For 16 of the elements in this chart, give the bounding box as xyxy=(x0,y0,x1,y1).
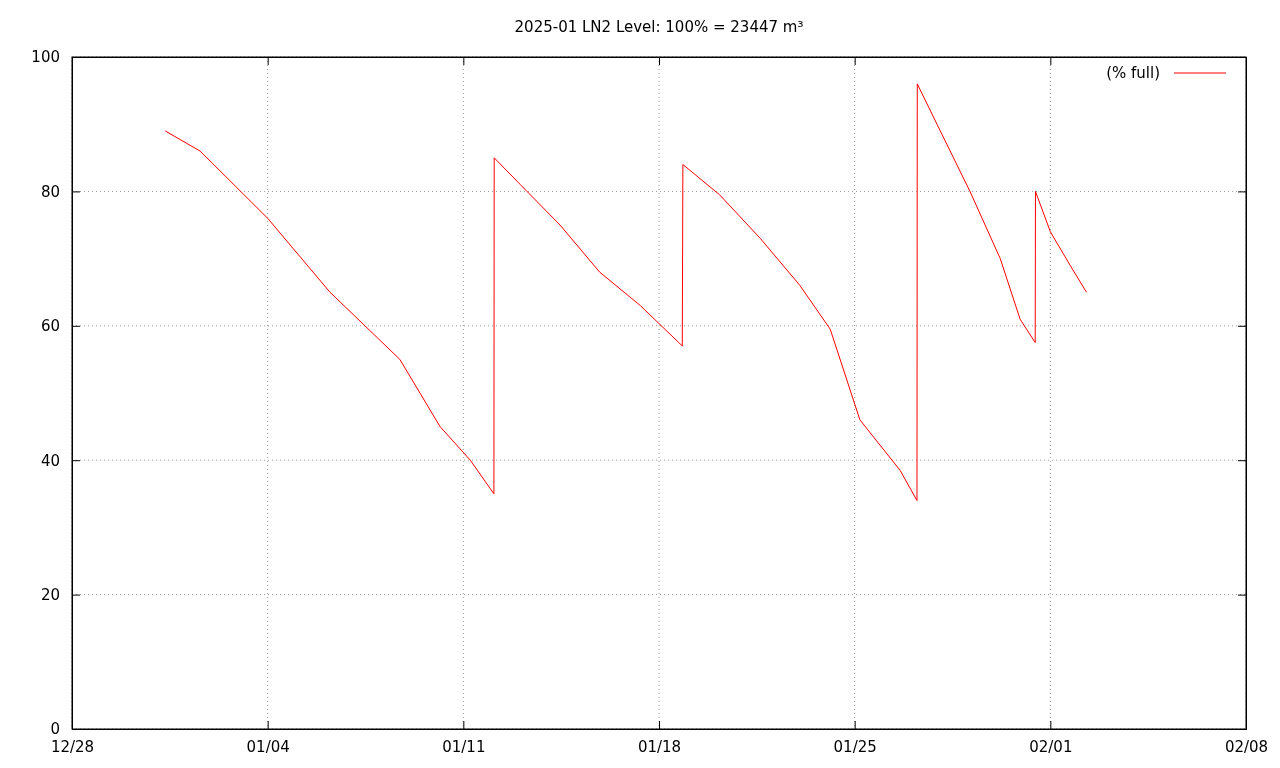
x-tick-label: 01/18 xyxy=(637,737,682,756)
y-tick-label: 80 xyxy=(40,182,60,201)
x-tick-label: 01/25 xyxy=(833,737,877,756)
x-tick-label: 01/11 xyxy=(442,737,486,756)
legend-label: (% full) xyxy=(1106,64,1160,82)
x-tick-label: 01/04 xyxy=(246,737,290,756)
y-tick-label: 20 xyxy=(40,585,60,604)
chart-title: 2025-01 LN2 Level: 100% = 23447 m³ xyxy=(514,18,804,36)
y-tick-label: 0 xyxy=(50,720,60,739)
x-tick-label: 12/28 xyxy=(50,737,95,756)
y-tick-label: 100 xyxy=(31,48,60,67)
y-tick-label: 60 xyxy=(40,317,60,336)
x-tick-label: 02/01 xyxy=(1029,737,1073,756)
x-tick-label: 02/08 xyxy=(1224,737,1269,756)
line-series xyxy=(164,83,1087,502)
y-tick-label: 40 xyxy=(40,451,60,470)
